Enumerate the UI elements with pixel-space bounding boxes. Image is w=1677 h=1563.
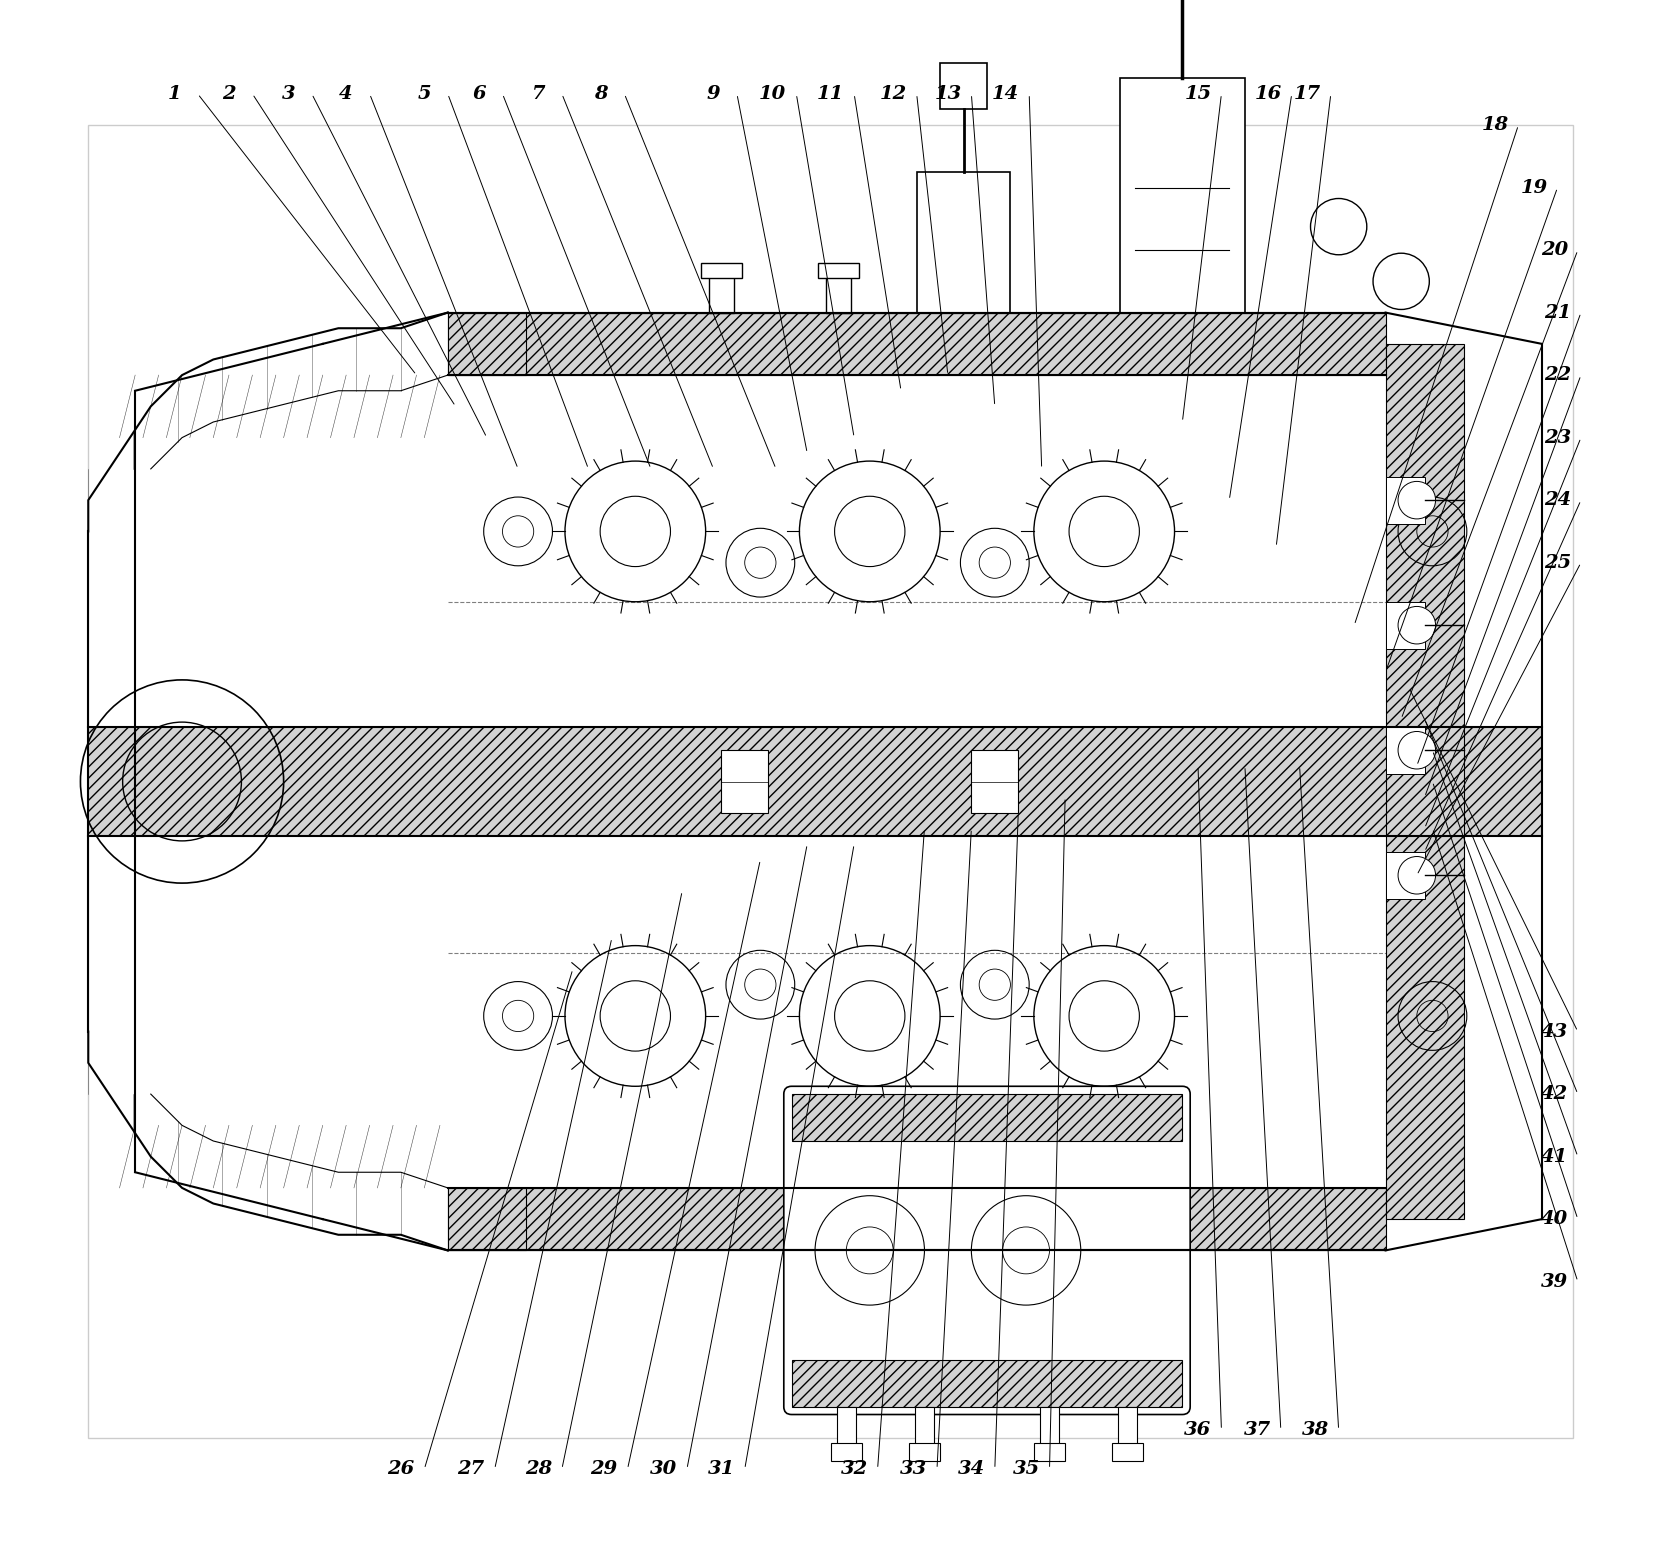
Bar bbox=[1035, 1443, 1065, 1461]
Text: 13: 13 bbox=[934, 84, 961, 103]
Text: 29: 29 bbox=[590, 1460, 617, 1479]
Bar bbox=[448, 313, 527, 375]
Bar bbox=[1385, 477, 1425, 524]
Text: 22: 22 bbox=[1545, 366, 1571, 384]
Bar bbox=[909, 1443, 941, 1461]
Text: 35: 35 bbox=[1013, 1460, 1040, 1479]
Bar bbox=[971, 750, 1018, 813]
Text: 3: 3 bbox=[282, 84, 295, 103]
Text: 42: 42 bbox=[1541, 1085, 1568, 1103]
Text: 14: 14 bbox=[993, 84, 1020, 103]
Bar bbox=[792, 1360, 1182, 1407]
Circle shape bbox=[1399, 606, 1436, 644]
Text: 15: 15 bbox=[1184, 84, 1211, 103]
Text: 6: 6 bbox=[473, 84, 486, 103]
Bar bbox=[917, 172, 1011, 313]
Bar bbox=[89, 125, 1573, 1438]
Text: 20: 20 bbox=[1541, 241, 1568, 259]
Text: 24: 24 bbox=[1545, 491, 1571, 510]
Text: 1: 1 bbox=[168, 84, 181, 103]
Text: 34: 34 bbox=[958, 1460, 984, 1479]
Text: 23: 23 bbox=[1545, 428, 1571, 447]
Text: 21: 21 bbox=[1545, 303, 1571, 322]
Bar bbox=[916, 1407, 934, 1446]
Text: 25: 25 bbox=[1545, 553, 1571, 572]
Text: 28: 28 bbox=[525, 1460, 552, 1479]
Text: 30: 30 bbox=[649, 1460, 678, 1479]
Text: 19: 19 bbox=[1521, 178, 1548, 197]
Text: 33: 33 bbox=[901, 1460, 927, 1479]
Bar bbox=[1385, 852, 1425, 899]
Text: 2: 2 bbox=[221, 84, 236, 103]
Circle shape bbox=[1399, 731, 1436, 769]
Bar bbox=[827, 274, 850, 313]
Text: 26: 26 bbox=[387, 1460, 414, 1479]
Bar bbox=[701, 263, 741, 278]
Bar bbox=[1385, 727, 1425, 774]
Text: 4: 4 bbox=[339, 84, 352, 103]
Bar bbox=[89, 727, 1541, 836]
Bar bbox=[830, 1443, 862, 1461]
Text: 38: 38 bbox=[1301, 1421, 1328, 1440]
Bar bbox=[818, 263, 859, 278]
Text: 32: 32 bbox=[840, 1460, 867, 1479]
Bar bbox=[448, 313, 1385, 375]
Text: 10: 10 bbox=[760, 84, 787, 103]
Text: 11: 11 bbox=[817, 84, 844, 103]
Bar bbox=[1385, 602, 1425, 649]
Text: 40: 40 bbox=[1541, 1210, 1568, 1229]
Bar bbox=[721, 750, 768, 813]
Text: 27: 27 bbox=[458, 1460, 485, 1479]
Bar bbox=[792, 1094, 1182, 1141]
Text: 43: 43 bbox=[1541, 1022, 1568, 1041]
Text: 8: 8 bbox=[594, 84, 607, 103]
Bar bbox=[448, 1188, 527, 1250]
Bar bbox=[1112, 1443, 1144, 1461]
Bar bbox=[1385, 344, 1464, 1219]
Bar bbox=[448, 1188, 1385, 1250]
Text: 31: 31 bbox=[708, 1460, 735, 1479]
Bar bbox=[837, 1407, 855, 1446]
Circle shape bbox=[1399, 481, 1436, 519]
Bar bbox=[941, 63, 988, 109]
Text: 17: 17 bbox=[1293, 84, 1321, 103]
Text: 7: 7 bbox=[532, 84, 545, 103]
Text: 12: 12 bbox=[879, 84, 907, 103]
Circle shape bbox=[1399, 857, 1436, 894]
Text: 9: 9 bbox=[706, 84, 721, 103]
FancyBboxPatch shape bbox=[783, 1086, 1191, 1415]
Circle shape bbox=[1310, 199, 1367, 255]
Text: 36: 36 bbox=[1184, 1421, 1211, 1440]
Text: 18: 18 bbox=[1481, 116, 1509, 134]
Text: 39: 39 bbox=[1541, 1272, 1568, 1291]
Bar bbox=[709, 274, 735, 313]
Text: 37: 37 bbox=[1244, 1421, 1271, 1440]
Circle shape bbox=[1373, 253, 1429, 309]
Text: 41: 41 bbox=[1541, 1147, 1568, 1166]
Text: 5: 5 bbox=[418, 84, 431, 103]
Bar bbox=[1120, 78, 1244, 313]
Bar bbox=[1040, 1407, 1058, 1446]
Bar bbox=[1119, 1407, 1137, 1446]
Text: 16: 16 bbox=[1254, 84, 1281, 103]
